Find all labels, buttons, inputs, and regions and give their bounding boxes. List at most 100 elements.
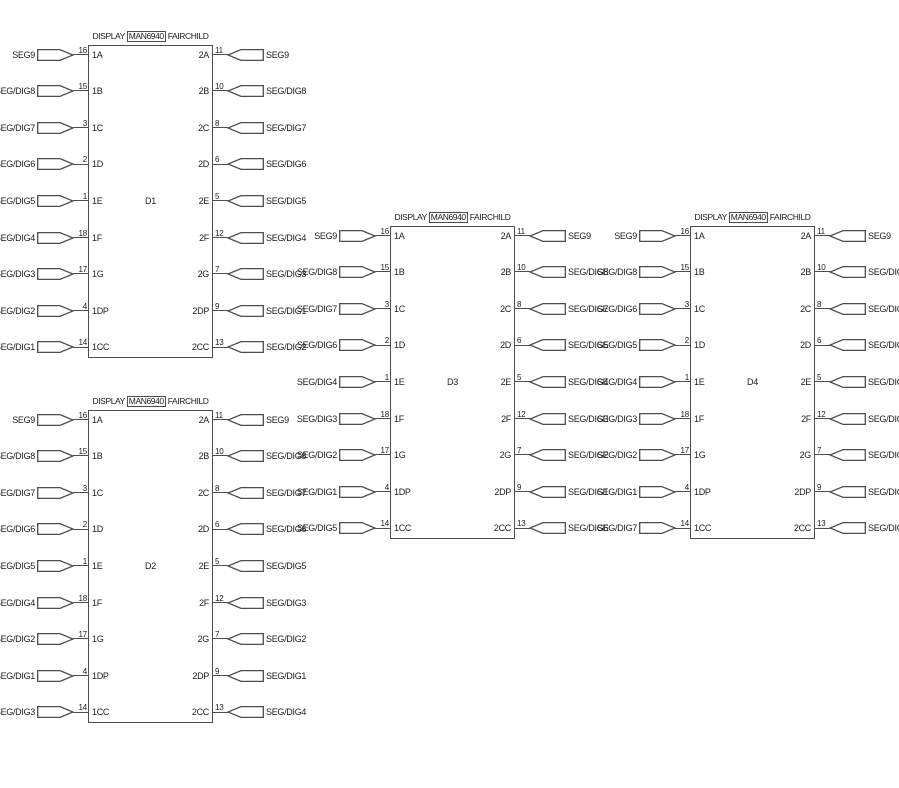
net-label[interactable]: SEG/DIG4 <box>596 376 637 387</box>
output-port-flag-icon[interactable] <box>227 596 264 610</box>
pin-wire[interactable]: 16 <box>675 227 691 243</box>
output-port-flag-icon[interactable] <box>227 304 264 318</box>
pin-wire[interactable]: 12 <box>814 410 830 426</box>
input-port-flag-icon[interactable] <box>639 302 676 316</box>
input-port-flag-icon[interactable] <box>37 267 74 281</box>
input-port-flag-icon[interactable] <box>639 521 676 535</box>
net-label[interactable]: SEG/DIG1 <box>0 342 35 353</box>
net-label[interactable]: SEG/DIG1 <box>568 486 609 497</box>
net-label[interactable]: SEG/DIG5 <box>0 560 35 571</box>
net-label[interactable]: SEG/DIG3 <box>296 413 337 424</box>
net-label[interactable]: SEG/DIG7 <box>266 122 307 133</box>
output-port-flag-icon[interactable] <box>227 340 264 354</box>
pin-wire[interactable]: 3 <box>73 484 89 500</box>
net-label[interactable]: SEG/DIG3 <box>868 413 899 424</box>
pin-wire[interactable]: 2 <box>73 520 89 536</box>
net-label[interactable]: SEG9 <box>12 414 35 425</box>
input-port-flag-icon[interactable] <box>37 669 74 683</box>
output-port-flag-icon[interactable] <box>529 338 566 352</box>
input-port-flag-icon[interactable] <box>339 229 376 243</box>
output-port-flag-icon[interactable] <box>227 522 264 536</box>
output-port-flag-icon[interactable] <box>529 448 566 462</box>
net-label[interactable]: SEG/DIG4 <box>0 232 35 243</box>
component-part-number[interactable]: MAN6940 <box>728 212 768 223</box>
input-port-flag-icon[interactable] <box>339 448 376 462</box>
component-part-number[interactable]: MAN6940 <box>428 212 468 223</box>
pin-wire[interactable]: 16 <box>73 46 89 62</box>
output-port-flag-icon[interactable] <box>829 448 866 462</box>
pin-wire[interactable]: 11 <box>814 227 830 243</box>
component-body[interactable] <box>690 226 815 539</box>
input-port-flag-icon[interactable] <box>37 449 74 463</box>
net-label[interactable]: SEG9 <box>266 414 289 425</box>
pin-wire[interactable]: 2 <box>73 155 89 171</box>
pin-wire[interactable]: 15 <box>73 82 89 98</box>
output-port-flag-icon[interactable] <box>227 194 264 208</box>
net-label[interactable]: SEG/DIG3 <box>568 413 609 424</box>
pin-wire[interactable]: 6 <box>212 520 228 536</box>
output-port-flag-icon[interactable] <box>529 485 566 499</box>
pin-wire[interactable]: 12 <box>212 594 228 610</box>
input-port-flag-icon[interactable] <box>639 229 676 243</box>
pin-wire[interactable]: 5 <box>212 192 228 208</box>
input-port-flag-icon[interactable] <box>339 338 376 352</box>
pin-wire[interactable]: 3 <box>73 119 89 135</box>
pin-wire[interactable]: 2 <box>675 336 691 352</box>
pin-wire[interactable]: 14 <box>73 703 89 719</box>
input-port-flag-icon[interactable] <box>37 157 74 171</box>
pin-wire[interactable]: 12 <box>212 229 228 245</box>
pin-wire[interactable]: 17 <box>375 446 391 462</box>
input-port-flag-icon[interactable] <box>339 265 376 279</box>
output-port-flag-icon[interactable] <box>227 669 264 683</box>
net-label[interactable]: SEG/DIG2 <box>568 450 609 461</box>
net-label[interactable]: SEG/DIG4 <box>868 376 899 387</box>
net-label[interactable]: SEG9 <box>614 230 637 241</box>
net-label[interactable]: SEG/DIG2 <box>868 450 899 461</box>
net-label[interactable]: SEG/DIG7 <box>296 303 337 314</box>
pin-wire[interactable]: 4 <box>73 302 89 318</box>
pin-wire[interactable]: 16 <box>73 411 89 427</box>
pin-wire[interactable]: 9 <box>514 483 530 499</box>
output-port-flag-icon[interactable] <box>529 265 566 279</box>
pin-wire[interactable]: 13 <box>814 519 830 535</box>
net-label[interactable]: SEG/DIG1 <box>266 670 307 681</box>
pin-wire[interactable]: 13 <box>212 703 228 719</box>
output-port-flag-icon[interactable] <box>529 412 566 426</box>
reference-designator[interactable]: D2 <box>144 561 157 571</box>
pin-wire[interactable]: 18 <box>375 410 391 426</box>
input-port-flag-icon[interactable] <box>639 375 676 389</box>
net-label[interactable]: SEG/DIG4 <box>266 707 307 718</box>
pin-wire[interactable]: 6 <box>514 336 530 352</box>
net-label[interactable]: SEG/DIG5 <box>266 560 307 571</box>
pin-wire[interactable]: 1 <box>73 192 89 208</box>
net-label[interactable]: SEG/DIG7 <box>568 303 609 314</box>
pin-wire[interactable]: 7 <box>814 446 830 462</box>
output-port-flag-icon[interactable] <box>227 632 264 646</box>
input-port-flag-icon[interactable] <box>37 194 74 208</box>
output-port-flag-icon[interactable] <box>227 449 264 463</box>
output-port-flag-icon[interactable] <box>829 375 866 389</box>
net-label[interactable]: SEG/DIG6 <box>0 524 35 535</box>
net-label[interactable]: SEG/DIG5 <box>568 340 609 351</box>
net-label[interactable]: SEG/DIG7 <box>266 487 307 498</box>
output-port-flag-icon[interactable] <box>529 375 566 389</box>
net-label[interactable]: SEG/DIG7 <box>0 122 35 133</box>
pin-wire[interactable]: 18 <box>675 410 691 426</box>
net-label[interactable]: SEG9 <box>314 230 337 241</box>
net-label[interactable]: SEG/DIG5 <box>596 340 637 351</box>
pin-wire[interactable]: 8 <box>514 300 530 316</box>
net-label[interactable]: SEG/DIG7 <box>0 487 35 498</box>
input-port-flag-icon[interactable] <box>37 632 74 646</box>
pin-wire[interactable]: 6 <box>212 155 228 171</box>
input-port-flag-icon[interactable] <box>339 375 376 389</box>
output-port-flag-icon[interactable] <box>227 705 264 719</box>
pin-wire[interactable]: 10 <box>212 82 228 98</box>
pin-wire[interactable]: 5 <box>212 557 228 573</box>
net-label[interactable]: SEG/DIG3 <box>0 269 35 280</box>
pin-wire[interactable]: 17 <box>73 265 89 281</box>
net-label[interactable]: SEG/DIG5 <box>266 195 307 206</box>
pin-wire[interactable]: 5 <box>514 373 530 389</box>
net-label[interactable]: SEG/DIG2 <box>296 450 337 461</box>
net-label[interactable]: SEG9 <box>868 230 891 241</box>
output-port-flag-icon[interactable] <box>227 231 264 245</box>
